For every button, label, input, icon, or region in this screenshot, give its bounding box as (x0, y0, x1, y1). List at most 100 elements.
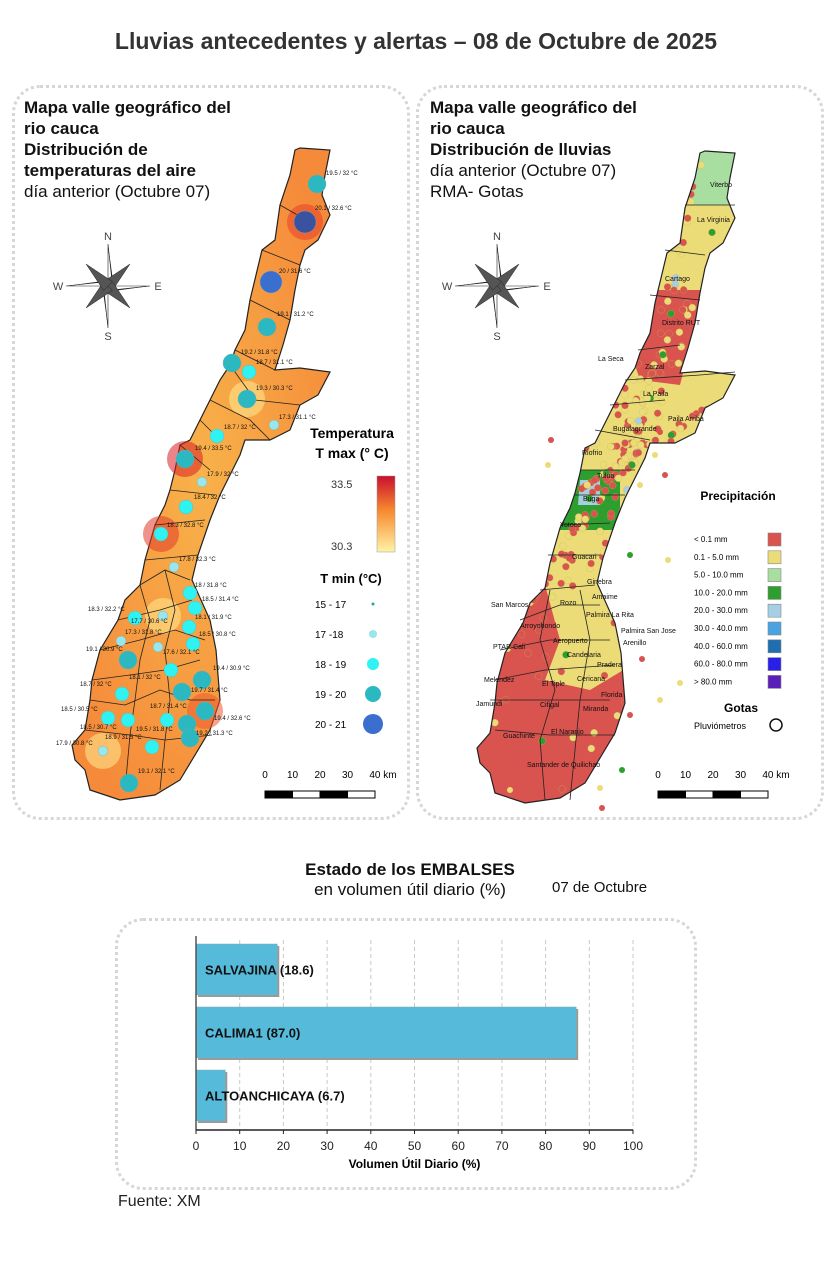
station-tmin-marker (209, 428, 225, 444)
rain-gauge-dot (670, 286, 678, 294)
subtitle: día anterior (Octubre 07) (430, 161, 617, 180)
rain-gauge-dot (624, 517, 632, 525)
place-label: Guachinte (503, 733, 535, 740)
rain-gauge-dot (583, 481, 591, 489)
legend-precipitation: < 0.1 mm 0.1 - 5.0 mm 5.0 - 10.0 mm 10.0 - … (694, 532, 782, 689)
rain-gauge-dot (688, 412, 697, 420)
municipality-border (624, 371, 736, 381)
rain-gauge-dot (683, 300, 691, 308)
chart-date: 07 de Octubre (552, 879, 648, 896)
place-label: La Seca (598, 356, 624, 363)
rain-gauge-dot (663, 336, 672, 344)
rain-gauge-dot (650, 443, 659, 451)
legend-gotas-title: Gotas (724, 701, 758, 715)
municipality-border (169, 489, 216, 496)
x-tick-label: 90 (583, 1139, 597, 1153)
rain-gauge-dot (578, 524, 587, 532)
rain-gauge-dot (647, 459, 655, 467)
station-label: 19.5 / 32 °C (326, 171, 358, 177)
municipality-border (89, 689, 215, 706)
legend-tmin-symbol (369, 630, 377, 638)
rain-gauge-dot (708, 228, 716, 237)
station-tmin-marker (268, 419, 280, 431)
municipality-border (494, 729, 615, 736)
municipality-border (261, 249, 301, 266)
rain-gauge-dot (628, 461, 636, 469)
station-label: 18.7 / 31.1 °C (256, 360, 293, 366)
chart-title: Estado de los EMBALSES en volumen útil d… (230, 860, 590, 900)
rain-gauge-dot (594, 484, 602, 492)
rain-gauge-dot (600, 671, 609, 680)
rain-gauge-dot (538, 737, 546, 745)
rain-gauge-dot (677, 343, 685, 351)
temperature-map-panel (12, 85, 410, 820)
title-line: Distribución de (24, 140, 148, 159)
station-tmin-marker (97, 745, 109, 757)
rain-gauge-dot (675, 328, 684, 336)
rain-gauge-dot (712, 253, 720, 261)
municipality-border (91, 659, 201, 681)
rain-gauge-dot (611, 493, 619, 501)
title-line: temperaturas del aire (24, 161, 196, 180)
legend-tmin-label: 18 - 19 (315, 660, 347, 671)
scale-segment (657, 790, 686, 799)
station-label: 17.9 / 30.8 °C (56, 741, 93, 747)
rain-gauge-dot (524, 649, 532, 657)
place-label: Paila Arriba (668, 416, 704, 423)
municipality-border (179, 444, 211, 471)
rain-gauge-dot (639, 656, 645, 662)
temperature-map: 19.5 / 32 °C 20.1 / 32.6 °C 20 / 31.6 °C 19… (56, 147, 358, 801)
station-tmin-marker (114, 686, 130, 702)
station-label: 18.1 / 32 °C (129, 675, 161, 681)
x-tick-label: 20 (277, 1139, 291, 1153)
municipality-border (609, 399, 666, 406)
bar-data-label: CALIMA1 (87.0) (205, 1026, 300, 1041)
place-label: PTAR Cali (493, 644, 526, 651)
rain-gauge-dot (596, 527, 604, 535)
scale-segment (685, 790, 714, 799)
source-note: Fuente: XM (118, 1193, 201, 1210)
rain-gauge-dot (658, 398, 666, 406)
legend-precip-swatch (767, 639, 782, 654)
station-label: 19.7 / 31.4 °C (191, 688, 228, 694)
rain-gauge-dot (642, 497, 650, 505)
station-label: 17.3 / 31.1 °C (279, 415, 316, 421)
legend-tmax-title: Temperatura (310, 425, 394, 441)
rain-gauge-dot (627, 552, 633, 558)
rain-gauge-dot (634, 449, 642, 457)
chart-subtitle: en volumen útil diario (%) (314, 880, 506, 899)
station-label: 19.4 / 32.6 °C (214, 716, 251, 722)
station-tmin-marker (181, 619, 197, 635)
rain-gauge-dot (537, 581, 545, 589)
station-label: 18.4 / 32 °C (194, 495, 226, 501)
station-tmin-marker (182, 585, 198, 601)
station-tmin-marker (115, 635, 127, 647)
rain-gauge-symbol-icon (769, 718, 783, 732)
rain-gauge-dot (548, 437, 554, 443)
station-label: 19.2 / 31.8 °C (241, 350, 278, 356)
rain-gauge-dot (627, 712, 633, 718)
station-label: 19.3 / 30.3 °C (256, 386, 293, 392)
rain-gauge-dot (548, 593, 557, 601)
place-label: Amaime (592, 594, 618, 601)
legend-tmin-symbol (367, 658, 379, 670)
station-tmin-marker (144, 739, 160, 755)
station-tmin-marker (119, 773, 139, 793)
chart-title-main: Estado de los EMBALSES (305, 860, 515, 879)
rain-gauge-dot (684, 311, 692, 319)
rain-gauge-dot (630, 439, 638, 447)
legend-tmin-label: 19 - 20 (315, 690, 347, 701)
rain-gauge-dot (562, 651, 570, 659)
station-label: 19.1 / 30.9 °C (86, 647, 123, 653)
legend-precip-label: 30.0 - 40.0 mm (694, 624, 748, 633)
station-tmin-marker (237, 389, 257, 409)
compass-label-w: W (442, 281, 453, 293)
x-tick-label: 60 (452, 1139, 466, 1153)
place-label: San Marcos (491, 602, 529, 609)
municipality-border (249, 299, 291, 321)
rain-gauge-dot (621, 391, 629, 399)
station-label: 18.3 / 32.8 °C (167, 523, 204, 529)
legend-tmin-label: 15 - 17 (315, 600, 347, 611)
place-label: Palmira La Rita (586, 612, 634, 619)
x-tick-label: 70 (495, 1139, 509, 1153)
